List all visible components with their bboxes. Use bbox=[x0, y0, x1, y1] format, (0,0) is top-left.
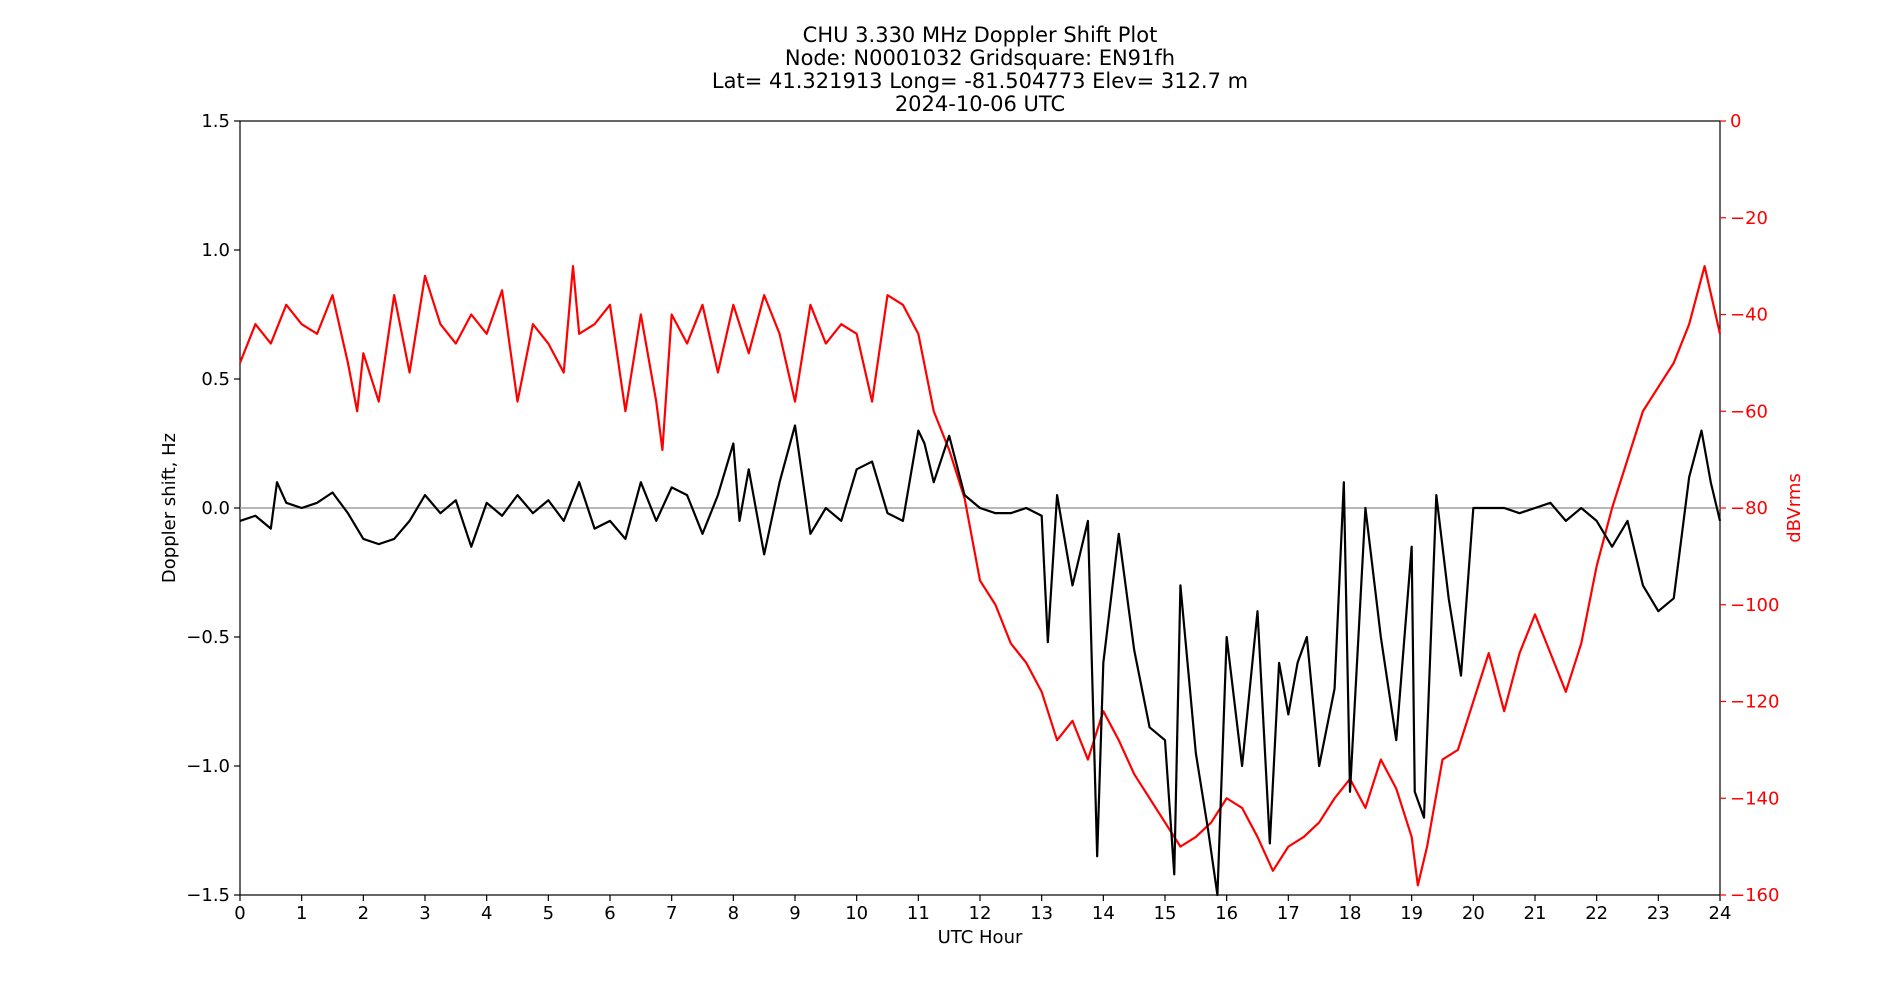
x-tick-label: 7 bbox=[666, 903, 677, 924]
y-tick-label-right: −160 bbox=[1730, 885, 1779, 906]
y-tick-label-right: −80 bbox=[1730, 498, 1768, 519]
ticks-layer: 0 1 2 3 4 5 6 7 8 9 10 11 12 13 14 15 16 17 18 19 20 21 22 23 24… bbox=[186, 111, 1779, 924]
x-axis-label: UTC Hour bbox=[938, 927, 1023, 948]
x-tick-label: 20 bbox=[1462, 903, 1485, 924]
y-tick-label-left: 0.5 bbox=[201, 369, 230, 390]
x-tick-label: 15 bbox=[1154, 903, 1177, 924]
x-tick-label: 24 bbox=[1709, 903, 1732, 924]
x-tick-label: 1 bbox=[296, 903, 307, 924]
x-tick-label: 14 bbox=[1092, 903, 1115, 924]
title-line-1: CHU 3.330 MHz Doppler Shift Plot bbox=[803, 23, 1158, 47]
x-tick-label: 22 bbox=[1585, 903, 1608, 924]
title-line-4: 2024-10-06 UTC bbox=[895, 92, 1065, 116]
x-tick-label: 23 bbox=[1647, 903, 1670, 924]
chart-title: CHU 3.330 MHz Doppler Shift Plot Node: N… bbox=[712, 23, 1248, 116]
series-layer bbox=[238, 265, 1722, 897]
y-tick-label-right: −100 bbox=[1730, 595, 1779, 616]
doppler-shift-line bbox=[239, 424, 1722, 897]
x-tick-label: 3 bbox=[419, 903, 430, 924]
x-tick-label: 2 bbox=[358, 903, 369, 924]
y-tick-label-left: −1.5 bbox=[186, 885, 230, 906]
y-tick-label-right: −20 bbox=[1730, 208, 1768, 229]
x-tick-label: 9 bbox=[789, 903, 800, 924]
x-tick-label: 19 bbox=[1400, 903, 1423, 924]
x-tick-label: 16 bbox=[1215, 903, 1238, 924]
y-tick-label-left: −0.5 bbox=[186, 627, 230, 648]
y-tick-label-right: −120 bbox=[1730, 692, 1779, 713]
title-line-3: Lat= 41.321913 Long= -81.504773 Elev= 31… bbox=[712, 69, 1248, 93]
y-tick-label-right: −40 bbox=[1730, 305, 1768, 326]
y-tick-label-left: 1.0 bbox=[201, 240, 230, 261]
x-tick-label: 4 bbox=[481, 903, 492, 924]
x-tick-label: 12 bbox=[969, 903, 992, 924]
y-tick-label-left: −1.0 bbox=[186, 756, 230, 777]
y-axis-label-left: Doppler shift, Hz bbox=[159, 433, 180, 583]
y-tick-label-left: 0.0 bbox=[201, 498, 230, 519]
y-axis-label-right: dBVrms bbox=[1784, 473, 1805, 543]
x-tick-label: 11 bbox=[907, 903, 930, 924]
x-tick-label: 0 bbox=[234, 903, 245, 924]
y-tick-label-left: 1.5 bbox=[201, 111, 230, 132]
x-tick-label: 21 bbox=[1524, 903, 1547, 924]
y-tick-label-right: −140 bbox=[1730, 788, 1779, 809]
x-tick-label: 10 bbox=[845, 903, 868, 924]
x-tick-label: 17 bbox=[1277, 903, 1300, 924]
x-tick-label: 6 bbox=[604, 903, 615, 924]
x-tick-label: 8 bbox=[728, 903, 739, 924]
power-dbvrms-line bbox=[238, 265, 1722, 887]
y-tick-label-right: −60 bbox=[1730, 401, 1768, 422]
x-tick-label: 18 bbox=[1339, 903, 1362, 924]
y-tick-label-right: 0 bbox=[1730, 111, 1741, 132]
title-line-2: Node: N0001032 Gridsquare: EN91fh bbox=[785, 46, 1175, 70]
x-tick-label: 5 bbox=[543, 903, 554, 924]
x-tick-label: 13 bbox=[1030, 903, 1053, 924]
